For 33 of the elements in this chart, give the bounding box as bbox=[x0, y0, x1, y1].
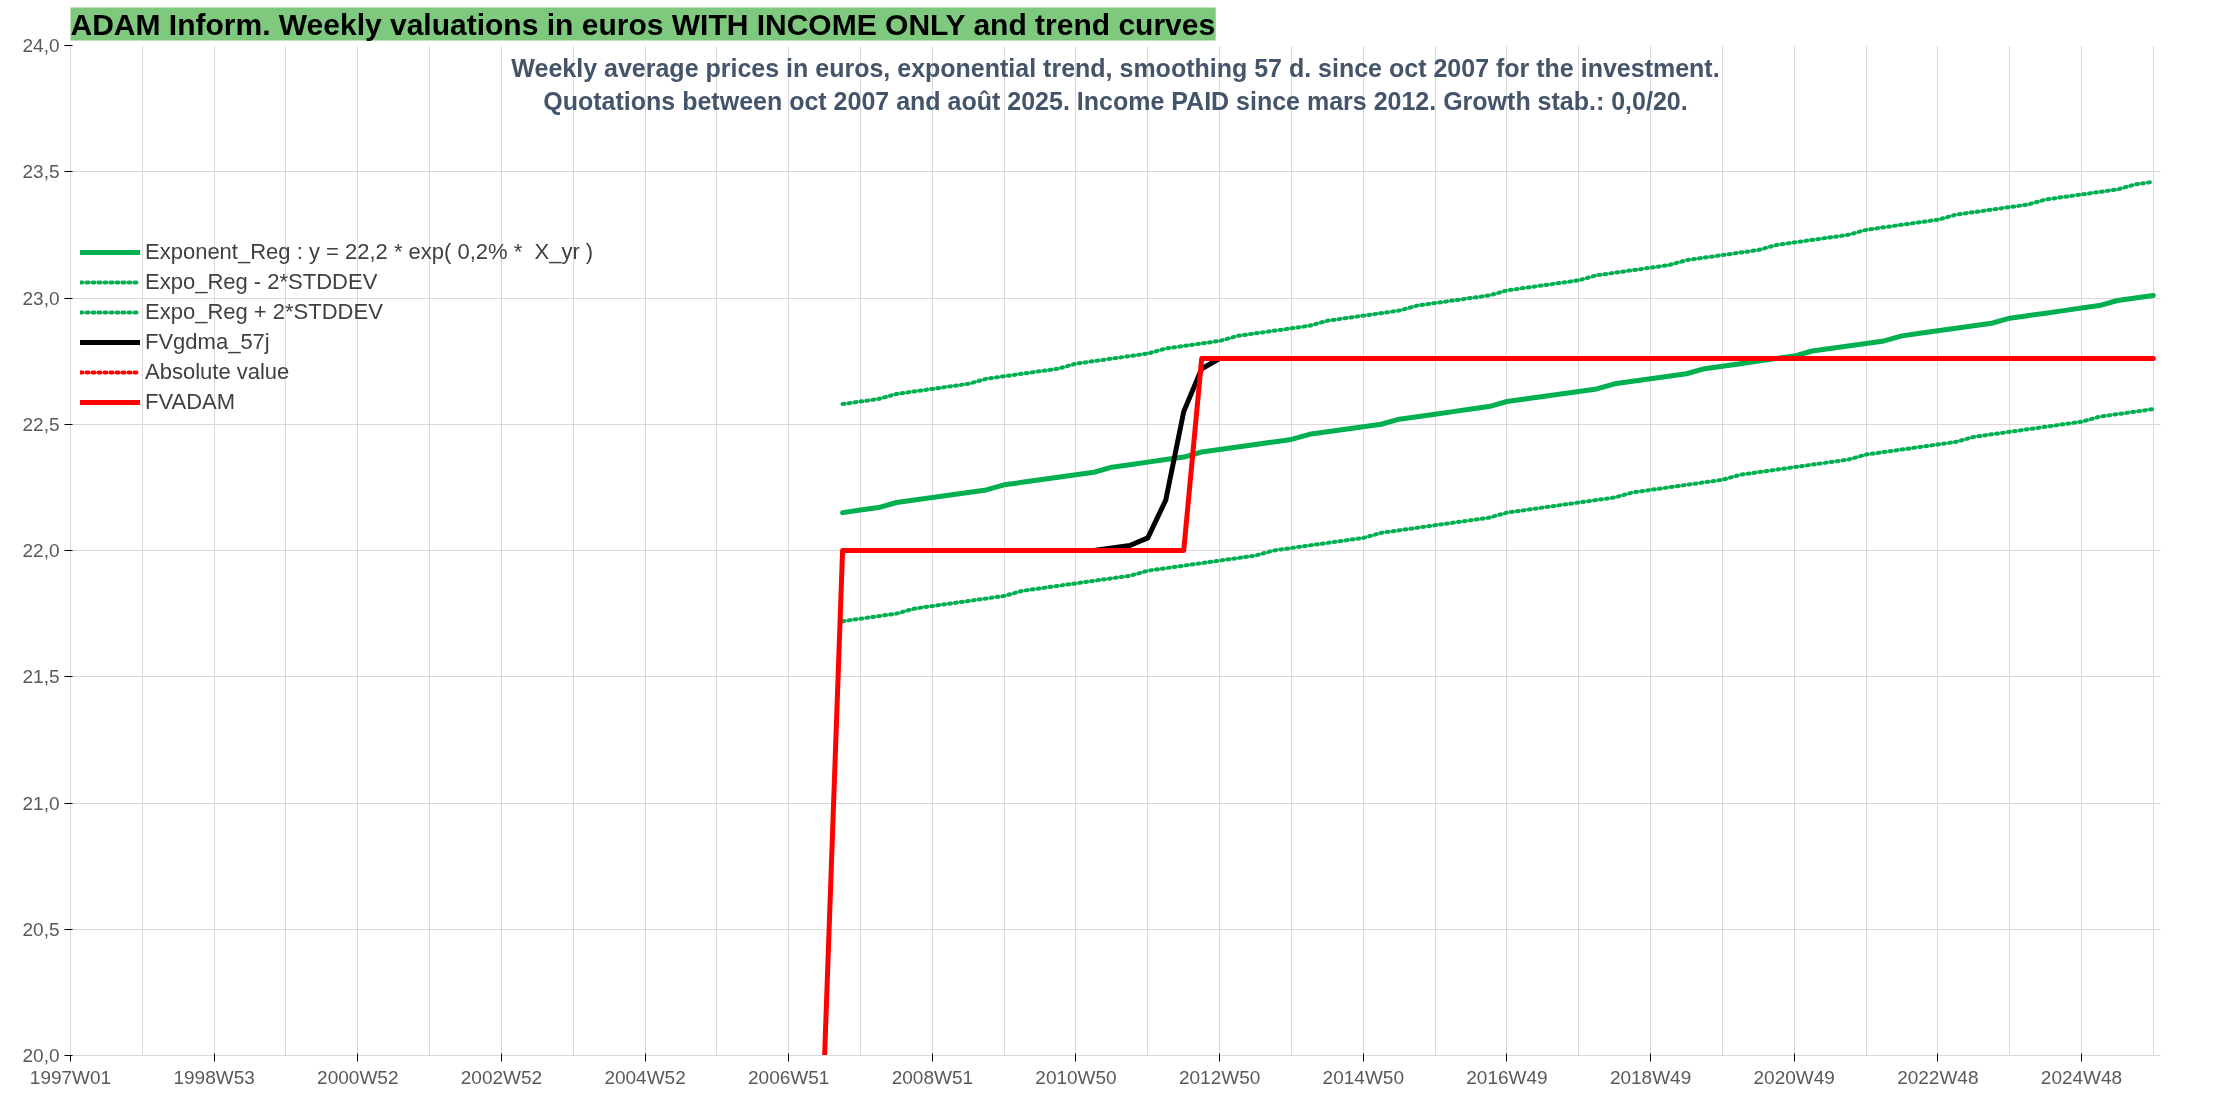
x-tick-label: 2010W50 bbox=[1035, 1066, 1117, 1088]
x-tick-label: 2016W49 bbox=[1466, 1066, 1548, 1088]
legend-label: Expo_Reg - 2*STDDEV bbox=[145, 269, 378, 295]
y-tick-label: 23,0 bbox=[22, 287, 60, 309]
y-tick-label: 22,0 bbox=[22, 540, 60, 561]
legend-label: Absolute value bbox=[145, 359, 290, 385]
y-tick-label: 20,5 bbox=[22, 918, 60, 940]
x-tick-label: 2014W50 bbox=[1322, 1066, 1404, 1088]
x-tick-label: 2012W50 bbox=[1178, 1066, 1261, 1088]
text: Weekly average prices in euros, exponential trend, smoothing 57 d. since oct 2007 for the investment. Quotations between oct 2007 and août 2025. Income PAID since mars 2012. Growth stab.: 0,0/20. bbox=[511, 53, 1720, 116]
y-tick-label: 21,0 bbox=[22, 792, 60, 814]
legend-label: Expo_Reg + 2*STDDEV bbox=[145, 299, 383, 325]
y-tick-label: 23,5 bbox=[22, 161, 60, 183]
y-tick-label: 20,0 bbox=[22, 1045, 60, 1066]
x-tick-label: 2018W49 bbox=[1609, 1066, 1692, 1088]
x-tick-label: 2022W48 bbox=[1897, 1066, 1979, 1088]
y-tick-label: 21,5 bbox=[22, 666, 60, 688]
y-tick-label: 22,5 bbox=[22, 413, 60, 435]
x-tick-label: 2024W48 bbox=[2040, 1066, 2123, 1088]
y-tick-label: 24,0 bbox=[22, 35, 60, 56]
legend-label: Exponent_Reg : y = 22,2 * exp( 0,2% * X_yr ) bbox=[145, 239, 594, 265]
x-tick-label: 2008W51 bbox=[891, 1066, 974, 1088]
line-series bbox=[840, 407, 2156, 624]
legend-label: FVgdma_57j bbox=[145, 329, 270, 355]
x-tick-label: 1997W01 bbox=[29, 1066, 112, 1088]
x-tick-label: 2020W49 bbox=[1753, 1066, 1835, 1088]
x-tick-label: 2006W51 bbox=[748, 1066, 830, 1088]
x-tick-label: 1998W53 bbox=[173, 1066, 255, 1088]
x-tick-label: 2000W52 bbox=[317, 1066, 399, 1088]
x-tick-label: 2002W52 bbox=[460, 1066, 543, 1088]
chart-title: ADAM Inform. Weekly valuations in euros WITH INCOME ONLY and trend curves bbox=[70, 7, 1216, 41]
legend-label: FVADAM bbox=[145, 389, 236, 415]
x-tick-label: 2004W52 bbox=[604, 1066, 686, 1088]
